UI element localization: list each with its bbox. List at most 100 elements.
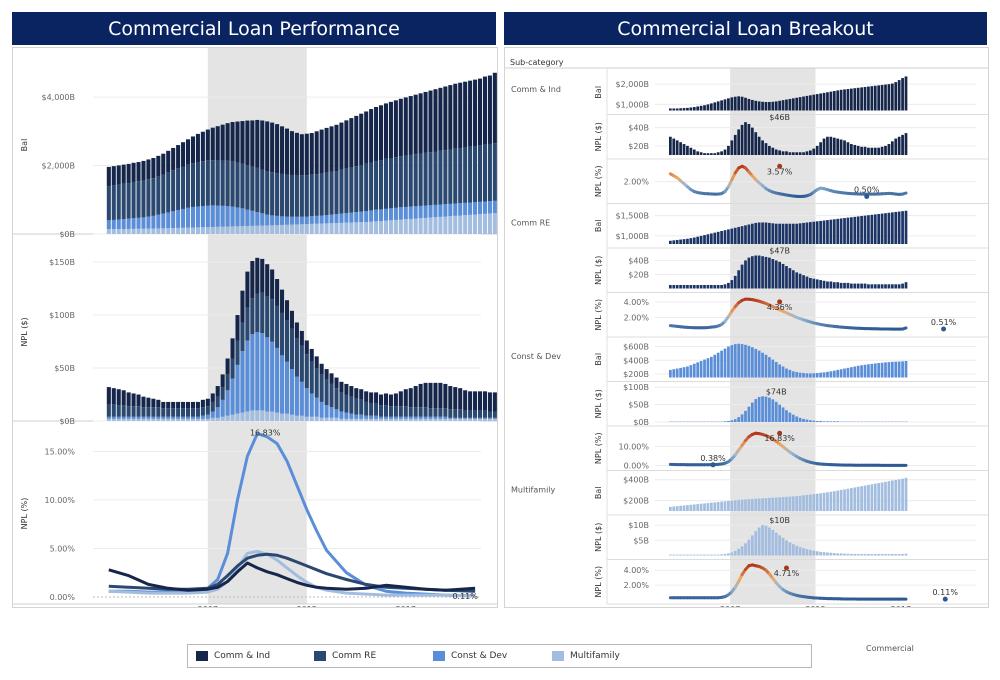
bar-comm-ind bbox=[284, 128, 290, 175]
bar-const-dev bbox=[463, 202, 468, 216]
bar-comm-re bbox=[324, 172, 329, 216]
bar-comm-re bbox=[398, 156, 403, 208]
bar-comm-re bbox=[448, 409, 453, 418]
bar-comm-re bbox=[260, 169, 265, 214]
bar-comm-re bbox=[492, 411, 497, 418]
data-label: 0.50% bbox=[854, 186, 880, 195]
data-label: 4.36% bbox=[767, 303, 793, 312]
bar-const-dev bbox=[826, 421, 829, 422]
legend-label-multifamily: Multifamily bbox=[570, 651, 620, 661]
bar-multifamily bbox=[778, 497, 782, 511]
bar-multifamily bbox=[713, 502, 717, 511]
legend-item-const-dev[interactable]: Const & Dev bbox=[433, 651, 507, 661]
bar-const-dev bbox=[275, 347, 280, 413]
bar-comm-re bbox=[819, 220, 822, 244]
bar-multifamily bbox=[744, 499, 747, 511]
bar-multifamily bbox=[846, 553, 850, 556]
bar-const-dev bbox=[235, 364, 240, 414]
bar-comm-ind bbox=[487, 392, 492, 412]
bar-comm-ind bbox=[403, 389, 408, 407]
bar-const-dev bbox=[359, 414, 364, 419]
bar-comm-ind bbox=[720, 100, 723, 111]
bar-comm-ind bbox=[740, 96, 744, 111]
bar-comm-re bbox=[141, 407, 146, 417]
bar-multifamily bbox=[798, 546, 802, 556]
bar-comm-ind bbox=[826, 136, 829, 155]
bar-comm-re bbox=[788, 223, 792, 244]
bar-const-dev bbox=[240, 351, 245, 413]
bar-const-dev bbox=[383, 416, 389, 419]
bar-const-dev bbox=[403, 416, 408, 419]
bar-comm-ind bbox=[880, 146, 884, 155]
bar-const-dev bbox=[897, 361, 901, 378]
bar-comm-ind bbox=[754, 100, 758, 111]
bar-multifamily bbox=[802, 548, 805, 556]
bar-comm-ind bbox=[289, 131, 294, 175]
bar-comm-ind bbox=[482, 391, 487, 411]
bar-comm-ind bbox=[369, 109, 374, 163]
bar-multifamily bbox=[369, 418, 374, 421]
bar-const-dev bbox=[832, 370, 836, 378]
bar-const-dev bbox=[805, 373, 809, 378]
bar-comm-re bbox=[703, 235, 706, 244]
bar-multifamily bbox=[733, 500, 737, 511]
bar-const-dev bbox=[339, 411, 344, 419]
bar-comm-ind bbox=[805, 151, 809, 155]
bar-comm-ind bbox=[785, 151, 788, 155]
footer-label: Commercial bbox=[866, 644, 914, 653]
y-tick-label: 10.00% bbox=[618, 442, 649, 451]
bar-comm-ind bbox=[403, 97, 408, 156]
bar-multifamily bbox=[418, 218, 423, 234]
bar-const-dev bbox=[329, 214, 334, 224]
bar-comm-re bbox=[280, 173, 285, 217]
bar-comm-re bbox=[220, 387, 225, 400]
bar-multifamily bbox=[877, 483, 881, 511]
bar-comm-ind bbox=[111, 388, 116, 405]
bar-comm-re bbox=[171, 408, 176, 417]
bar-comm-re bbox=[901, 211, 904, 244]
bar-multifamily bbox=[791, 544, 795, 556]
data-marker bbox=[777, 163, 783, 169]
bar-const-dev bbox=[768, 357, 771, 378]
bar-const-dev bbox=[750, 402, 754, 422]
bar-comm-ind bbox=[686, 145, 689, 155]
bar-multifamily bbox=[126, 418, 131, 421]
legend-item-comm-ind[interactable]: Comm & Ind bbox=[196, 651, 270, 661]
bar-comm-ind bbox=[778, 100, 782, 111]
bar-const-dev bbox=[423, 205, 428, 218]
bar-comm-re bbox=[369, 402, 374, 416]
bar-const-dev bbox=[791, 371, 795, 378]
bar-comm-ind bbox=[873, 85, 877, 111]
bar-const-dev bbox=[250, 210, 255, 226]
bar-const-dev bbox=[791, 414, 795, 422]
bar-comm-ind bbox=[699, 152, 703, 155]
bar-const-dev bbox=[492, 200, 497, 214]
bar-const-dev bbox=[433, 416, 438, 419]
bar-comm-re bbox=[716, 231, 720, 244]
bar-const-dev bbox=[408, 416, 413, 419]
legend-item-multifamily[interactable]: Multifamily bbox=[552, 651, 620, 661]
bar-comm-re bbox=[730, 228, 734, 244]
bar-const-dev bbox=[785, 368, 788, 378]
bar-comm-re bbox=[703, 284, 706, 289]
bar-comm-ind bbox=[699, 105, 703, 111]
bar-comm-ind bbox=[709, 153, 713, 155]
bar-comm-re bbox=[393, 157, 398, 208]
bar-comm-ind bbox=[832, 137, 836, 155]
right-chart-panel: Sub-category Comm & Ind Bal $1,000B $2,000B… bbox=[504, 47, 989, 614]
bar-multifamily bbox=[826, 492, 829, 511]
bar-multifamily bbox=[255, 225, 260, 234]
bar-comm-re bbox=[740, 226, 744, 244]
bar-multifamily bbox=[438, 216, 443, 234]
bar-comm-re bbox=[423, 407, 428, 417]
bar-comm-re bbox=[428, 408, 433, 417]
bar-comm-re bbox=[200, 161, 205, 206]
bar-comm-ind bbox=[894, 138, 898, 155]
bar-const-dev bbox=[829, 371, 833, 378]
bar-multifamily bbox=[785, 540, 788, 556]
legend-item-comm-re[interactable]: Comm RE bbox=[314, 651, 376, 661]
bar-comm-re bbox=[250, 298, 255, 335]
bar-comm-re bbox=[215, 396, 220, 408]
bar-multifamily bbox=[314, 223, 319, 234]
bar-comm-ind bbox=[856, 87, 860, 111]
